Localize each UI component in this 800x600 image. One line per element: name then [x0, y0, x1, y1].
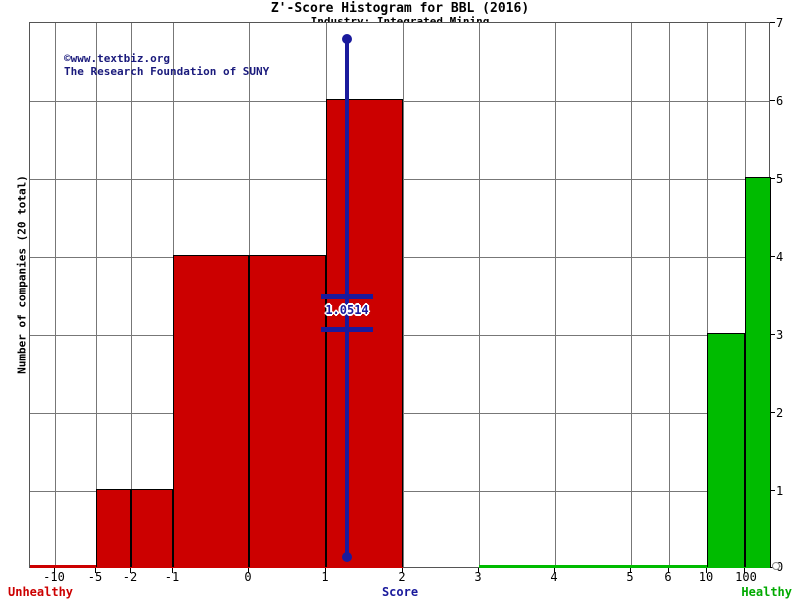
ytick-label-2: 2: [776, 406, 784, 420]
xtick-mark: [130, 568, 131, 573]
xtick-mark: [95, 568, 96, 573]
ytick-label-5: 5: [776, 172, 784, 186]
ytick-mark: [770, 490, 775, 491]
gridline-x--10: [55, 23, 56, 567]
ytick-mark: [770, 100, 775, 101]
xtick-mark: [54, 568, 55, 573]
ytick-label-3: 3: [776, 328, 784, 342]
baseline-strip-healthy: [479, 565, 771, 568]
xtick-label--5: -5: [87, 570, 103, 584]
xtick-label-2: 2: [398, 570, 406, 584]
xtick-label-0: 0: [244, 570, 252, 584]
histogram-bar[interactable]: [707, 333, 745, 567]
ytick-mark: [770, 334, 775, 335]
watermark-line-1: ©www.textbiz.org: [64, 52, 170, 65]
xtick-label-5: 5: [626, 570, 634, 584]
histogram-bar[interactable]: [326, 99, 403, 567]
xtick-label--10: -10: [43, 570, 65, 584]
plot-area: 1.0514 ©www.textbiz.org The Research Fou…: [29, 22, 771, 568]
score-marker-upper-bracket: [321, 294, 373, 299]
xtick-label-10: 10: [698, 570, 714, 584]
ytick-mark: [770, 412, 775, 413]
histogram-bar[interactable]: [131, 489, 173, 567]
xtick-mark: [478, 568, 479, 573]
histogram-bar[interactable]: [249, 255, 326, 567]
histogram-bar[interactable]: [745, 177, 771, 567]
watermark: ©www.textbiz.org The Research Foundation…: [64, 52, 269, 78]
ytick-mark: [770, 256, 775, 257]
xtick-mark: [706, 568, 707, 573]
gridline-x-5: [631, 23, 632, 567]
xtick-mark: [172, 568, 173, 573]
xtick-mark: [554, 568, 555, 573]
axis-extreme-label-unhealthy: Unhealthy: [8, 585, 74, 599]
axis-endcap-icon: [772, 562, 780, 570]
y-axis-title: Number of companies (20 total): [15, 175, 29, 374]
xtick-label-6: 6: [664, 570, 672, 584]
page-title: Z'-Score Histogram for BBL (2016): [270, 1, 530, 16]
watermark-line-2: The Research Foundation of SUNY: [64, 65, 270, 78]
xtick-mark: [668, 568, 669, 573]
histogram-bar[interactable]: [173, 255, 249, 567]
ytick-mark: [770, 178, 775, 179]
gridline-x--5: [96, 23, 97, 567]
gridline-x-2: [403, 23, 404, 567]
xtick-mark: [248, 568, 249, 573]
xtick-mark: [402, 568, 403, 573]
xtick-label-1: 1: [321, 570, 329, 584]
gridline-x--2: [131, 23, 132, 567]
gridline-x-6: [669, 23, 670, 567]
xtick-label-4: 4: [550, 570, 558, 584]
ytick-label-4: 4: [776, 250, 784, 264]
score-marker-top-dot: [342, 34, 352, 44]
xtick-label--1: -1: [164, 570, 180, 584]
axis-extreme-label-healthy: Healthy: [741, 585, 792, 599]
gridline-x-4: [555, 23, 556, 567]
histogram-bar[interactable]: [96, 489, 131, 567]
ytick-label-1: 1: [776, 484, 784, 498]
xtick-label-100: 100: [735, 570, 757, 584]
score-value-label: 1.0514: [325, 303, 369, 317]
score-marker-bottom-dot: [342, 552, 352, 562]
x-axis-title: Score: [381, 585, 419, 599]
ytick-label-6: 6: [776, 94, 784, 108]
xtick-mark: [630, 568, 631, 573]
xtick-mark: [325, 568, 326, 573]
xtick-mark: [744, 568, 745, 573]
gridline-x-3: [479, 23, 480, 567]
xtick-label--2: -2: [122, 570, 138, 584]
ytick-mark: [770, 22, 775, 23]
score-marker-lower-bracket: [321, 327, 373, 332]
gridline-x-10: [707, 23, 708, 567]
ytick-label-7: 7: [776, 16, 784, 30]
score-marker-line[interactable]: 1.0514: [321, 34, 373, 562]
xtick-label-3: 3: [474, 570, 482, 584]
